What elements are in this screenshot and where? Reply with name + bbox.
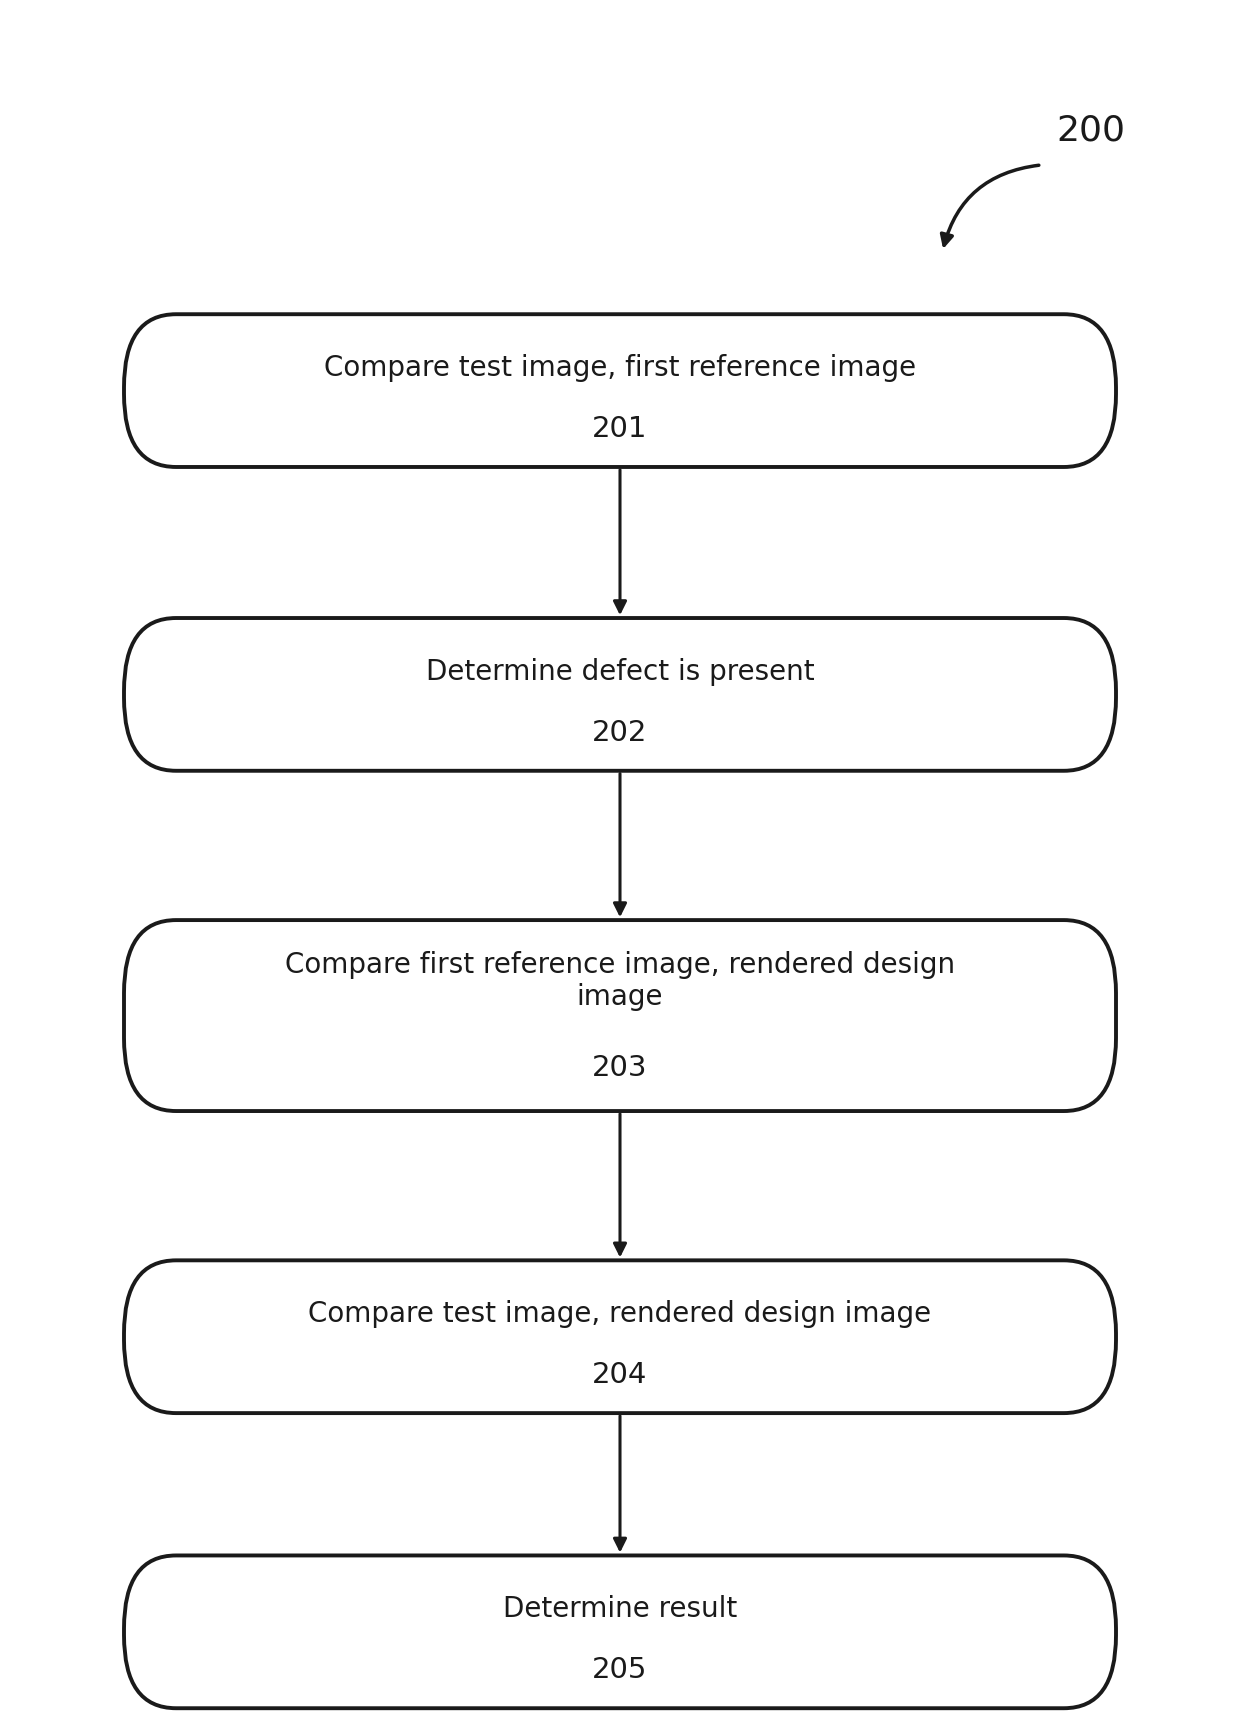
Text: Compare test image, rendered design image: Compare test image, rendered design imag… xyxy=(309,1300,931,1328)
FancyBboxPatch shape xyxy=(124,1260,1116,1413)
Text: 203: 203 xyxy=(593,1054,647,1082)
Text: Determine result: Determine result xyxy=(503,1595,737,1623)
Text: 202: 202 xyxy=(593,719,647,746)
Text: Compare first reference image, rendered design
image: Compare first reference image, rendered … xyxy=(285,951,955,1010)
Text: 201: 201 xyxy=(593,415,647,443)
FancyBboxPatch shape xyxy=(124,314,1116,467)
Text: 204: 204 xyxy=(593,1361,647,1389)
FancyBboxPatch shape xyxy=(124,618,1116,771)
FancyBboxPatch shape xyxy=(124,1555,1116,1708)
Text: 205: 205 xyxy=(593,1656,647,1684)
Text: Determine defect is present: Determine defect is present xyxy=(425,658,815,686)
FancyBboxPatch shape xyxy=(124,920,1116,1111)
Text: 200: 200 xyxy=(1056,113,1126,148)
Text: Compare test image, first reference image: Compare test image, first reference imag… xyxy=(324,354,916,382)
